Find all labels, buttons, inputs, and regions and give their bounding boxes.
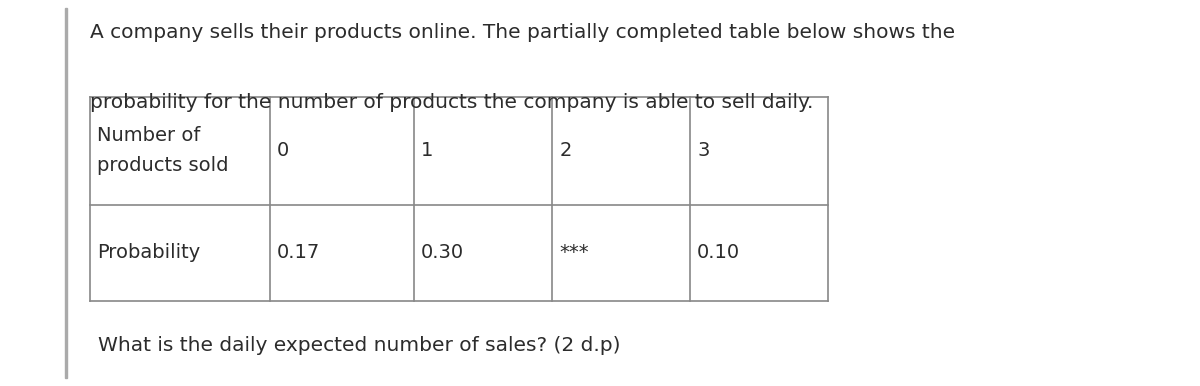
Text: Probability: Probability (97, 243, 200, 262)
Text: 3: 3 (697, 141, 709, 160)
Text: A company sells their products online. The partially completed table below shows: A company sells their products online. T… (90, 23, 955, 42)
Text: 0.10: 0.10 (697, 243, 740, 262)
Text: 0.30: 0.30 (421, 243, 464, 262)
Bar (65, 8, 67, 378)
Text: 0.17: 0.17 (277, 243, 320, 262)
Text: 2: 2 (559, 141, 571, 160)
Text: What is the daily expected number of sales? (2 d.p): What is the daily expected number of sal… (98, 336, 620, 355)
Text: Number of
products sold: Number of products sold (97, 126, 229, 175)
Text: probability for the number of products the company is able to sell daily.: probability for the number of products t… (90, 93, 814, 112)
Text: ***: *** (559, 243, 589, 262)
Text: 1: 1 (421, 141, 433, 160)
Text: 0: 0 (277, 141, 289, 160)
